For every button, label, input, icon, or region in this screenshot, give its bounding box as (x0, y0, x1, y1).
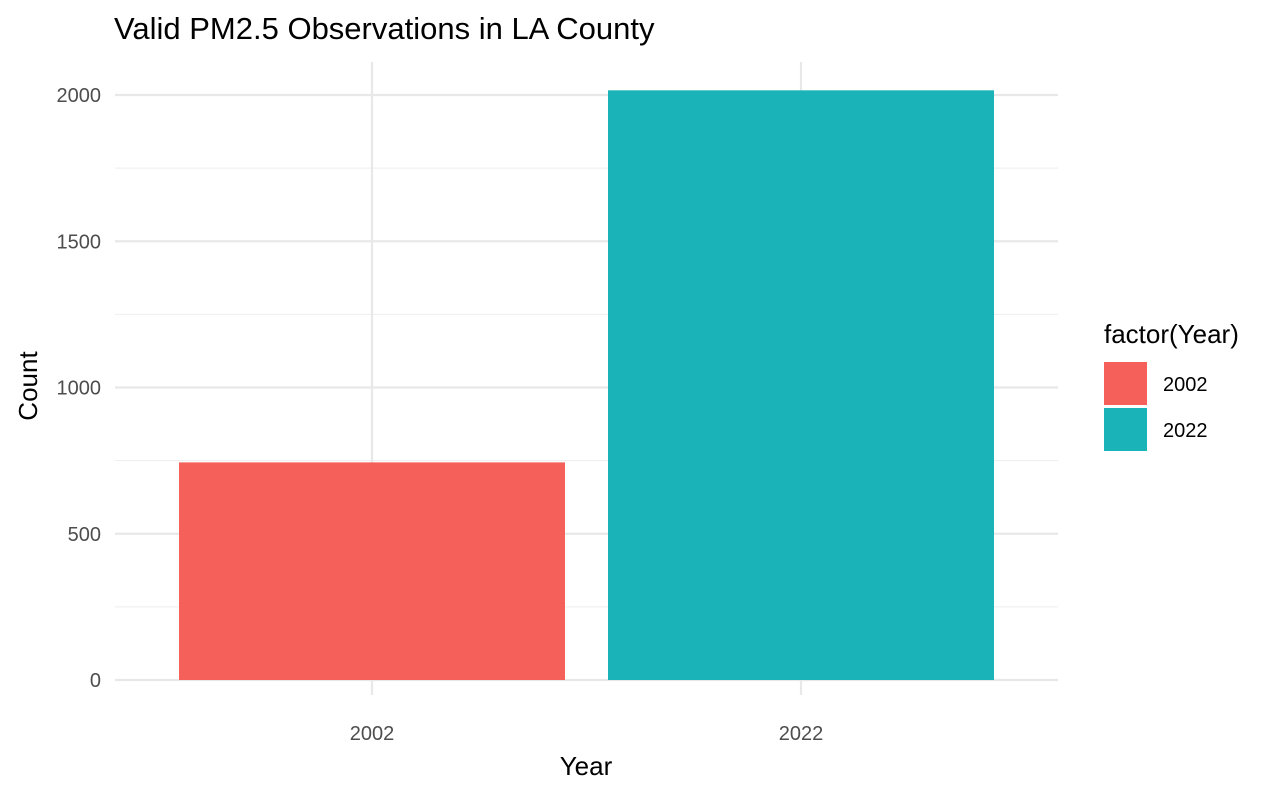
x-tick-labels: 2002 2022 (350, 723, 824, 745)
chart-title: Valid PM2.5 Observations in LA County (114, 11, 655, 46)
legend-key-2002 (1104, 362, 1147, 405)
y-tick-label: 0 (90, 670, 101, 692)
legend-key-2022 (1104, 408, 1147, 451)
legend-title: factor(Year) (1104, 319, 1239, 349)
y-tick-label: 1000 (57, 378, 102, 400)
y-axis-title: Count (13, 351, 43, 421)
legend: factor(Year) 2002 2022 (1104, 319, 1239, 451)
x-tick-label: 2022 (779, 723, 824, 745)
y-tick-label: 2000 (57, 85, 102, 107)
y-tick-labels: 0 500 1000 1500 2000 (57, 85, 102, 692)
x-axis-title: Year (560, 751, 613, 781)
x-tick-label: 2002 (350, 723, 395, 745)
bars (179, 90, 994, 680)
legend-label: 2002 (1163, 374, 1208, 396)
bar-2002 (179, 462, 565, 680)
bar-2022 (608, 90, 994, 680)
y-tick-label: 1500 (57, 231, 102, 253)
legend-label: 2022 (1163, 420, 1208, 442)
y-tick-label: 500 (68, 524, 101, 546)
